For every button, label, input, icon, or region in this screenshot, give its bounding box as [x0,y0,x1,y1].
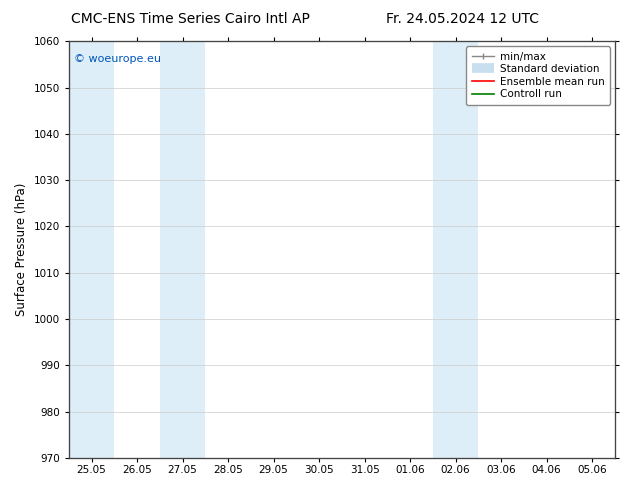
Legend: min/max, Standard deviation, Ensemble mean run, Controll run: min/max, Standard deviation, Ensemble me… [467,47,610,105]
Text: CMC-ENS Time Series Cairo Intl AP: CMC-ENS Time Series Cairo Intl AP [71,12,309,26]
Text: Fr. 24.05.2024 12 UTC: Fr. 24.05.2024 12 UTC [386,12,540,26]
Bar [433,41,478,458]
Bar [615,41,634,458]
Bar [69,41,114,458]
Bar [160,41,205,458]
Y-axis label: Surface Pressure (hPa): Surface Pressure (hPa) [15,183,28,317]
Text: © woeurope.eu: © woeurope.eu [74,54,161,64]
